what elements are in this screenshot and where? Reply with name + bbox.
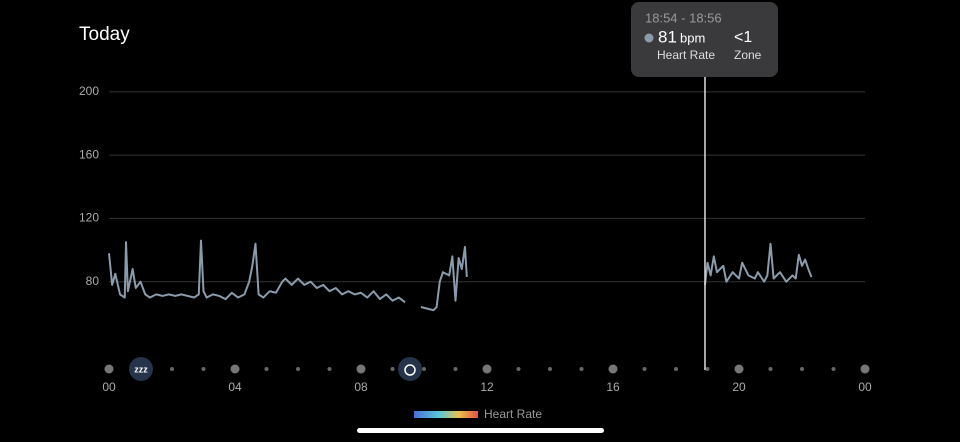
x-tick-mark xyxy=(356,364,366,374)
hour-dot xyxy=(390,367,395,371)
y-tick-label: 80 xyxy=(86,274,100,288)
x-tick-label: 00 xyxy=(858,380,872,394)
hour-dot xyxy=(264,367,269,371)
sleep-icon xyxy=(129,357,153,381)
hour-dot xyxy=(705,367,710,371)
alarm-glyph xyxy=(404,364,416,376)
tooltip-unit: bpm xyxy=(680,30,705,45)
hour-dot xyxy=(201,367,206,371)
y-tick-label: 120 xyxy=(79,211,99,225)
sleep-glyph: zzz xyxy=(134,364,148,374)
y-tick-label: 200 xyxy=(79,84,99,98)
x-tick-mark xyxy=(104,364,114,374)
alarm-icon xyxy=(398,357,422,381)
tooltip xyxy=(631,2,778,77)
x-tick-label: 08 xyxy=(354,380,368,394)
x-tick-label: 20 xyxy=(732,380,746,394)
hour-dot xyxy=(579,367,584,371)
tooltip-time: 18:54 - 18:56 xyxy=(645,10,722,25)
hour-dot xyxy=(327,367,332,371)
y-tick-label: 160 xyxy=(79,147,99,161)
x-tick-label: 16 xyxy=(606,380,620,394)
x-tick-mark xyxy=(860,364,870,374)
hour-dot xyxy=(516,367,521,371)
x-tick-mark xyxy=(482,364,492,374)
hour-dot xyxy=(422,367,426,371)
tooltip-label: Heart Rate xyxy=(657,48,715,62)
tooltip-zone: <1 xyxy=(734,29,752,46)
tooltip-value: 81 xyxy=(658,27,677,46)
hour-dot xyxy=(768,367,773,371)
hour-dot xyxy=(548,367,552,371)
hour-dot xyxy=(831,367,836,371)
tooltip-zone-label: Zone xyxy=(734,48,762,62)
x-tick-label: 00 xyxy=(102,380,116,394)
legend-label: Heart Rate xyxy=(484,407,542,421)
x-tick-mark xyxy=(230,364,240,374)
home-indicator xyxy=(357,428,604,433)
hour-dot xyxy=(170,367,174,371)
x-tick-label: 04 xyxy=(228,380,242,394)
hour-dot xyxy=(296,367,300,371)
x-tick-mark xyxy=(608,364,618,374)
hour-dot xyxy=(674,367,678,371)
hour-dot xyxy=(642,367,647,371)
heart-rate-line xyxy=(108,239,813,312)
chart-title: Today xyxy=(79,24,130,45)
hour-dot xyxy=(800,367,804,371)
hour-dot xyxy=(453,367,458,371)
x-tick-mark xyxy=(734,364,744,374)
legend-swatch xyxy=(414,411,478,418)
x-tick-label: 12 xyxy=(480,380,494,394)
tooltip-dot xyxy=(644,33,654,43)
